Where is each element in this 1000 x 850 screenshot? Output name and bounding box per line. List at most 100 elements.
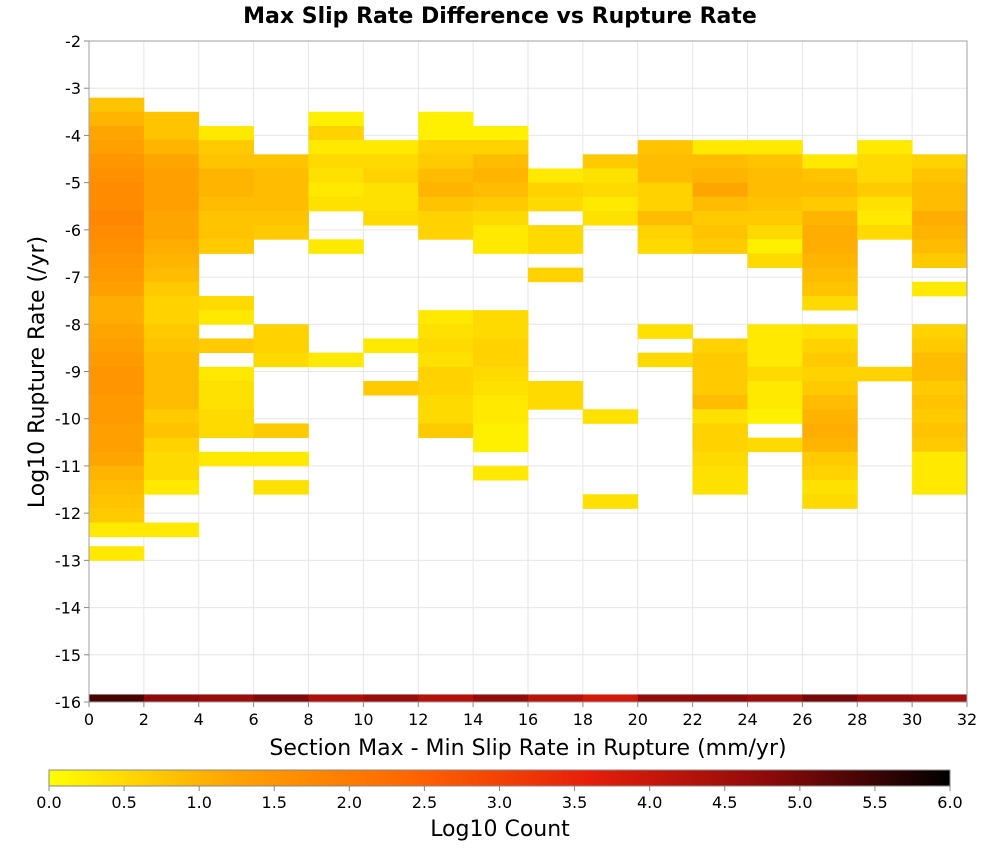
heatmap-cell [747, 437, 803, 453]
heatmap-cell [692, 465, 748, 481]
heatmap-cell [473, 196, 529, 212]
heatmap-cell [637, 324, 694, 339]
heatmap-cell [143, 324, 200, 339]
x-axis: 0 2 4 6 8 10 12 14 16 18 20 22 24 26 28 30 32 [84, 702, 977, 729]
heatmap-cell [89, 196, 145, 212]
heatmap-cell [143, 522, 200, 538]
heatmap-cell [89, 125, 145, 141]
heatmap-cell [802, 352, 858, 368]
heatmap-cell [802, 366, 858, 382]
heatmap-cell [143, 338, 200, 354]
heatmap-cell [637, 154, 694, 169]
x-tick-label: 30 [902, 710, 922, 729]
heatmap-cell [89, 253, 145, 269]
heatmap-cell [89, 97, 145, 113]
heatmap-cell [89, 281, 145, 297]
heatmap-cell [89, 409, 145, 424]
heatmap-cell [143, 694, 200, 702]
heatmap-cell [802, 437, 858, 453]
colorbar-tick-label: 1.5 [262, 793, 287, 812]
heatmap-cell [802, 395, 858, 410]
x-tick-label: 4 [194, 710, 204, 729]
heatmap-cell [143, 295, 200, 311]
heatmap-cell [637, 168, 694, 184]
x-tick-label: 28 [847, 710, 867, 729]
heatmap-cell [253, 168, 309, 184]
heatmap-cell [143, 281, 200, 297]
heatmap-cell [143, 210, 200, 226]
heatmap-cell [912, 253, 968, 269]
heatmap-cell [89, 182, 145, 198]
heatmap-cell [802, 409, 858, 424]
heatmap-cell [747, 366, 803, 382]
heatmap-cell [747, 324, 803, 339]
heatmap-cell [418, 225, 474, 240]
heatmap-cell [198, 409, 255, 424]
heatmap-cell [692, 225, 748, 240]
x-tick-label: 16 [518, 710, 538, 729]
heatmap-cell [912, 395, 968, 410]
heatmap-cell [692, 437, 748, 453]
heatmap-cell [473, 154, 529, 169]
heatmap-cell [473, 239, 529, 254]
x-tick-label: 14 [463, 710, 483, 729]
heatmap-cell [528, 267, 584, 283]
heatmap-cell [143, 423, 200, 438]
heatmap-cell [912, 154, 968, 169]
heatmap-cell [89, 140, 145, 155]
heatmap-cell [198, 295, 255, 311]
heatmap-cell [89, 437, 145, 453]
heatmap-cell [418, 210, 474, 226]
x-tick-label: 2 [139, 710, 149, 729]
heatmap-cell [857, 210, 913, 226]
heatmap-cell [89, 267, 145, 283]
heatmap-cell [143, 395, 200, 410]
heatmap-cell [473, 409, 529, 424]
heatmap-cell [912, 338, 968, 354]
heatmap-cell [473, 423, 529, 438]
heatmap-cell [857, 168, 913, 184]
heatmap-cell [582, 409, 639, 424]
heatmap-cell [692, 168, 748, 184]
heatmap-cell [637, 239, 694, 254]
heatmap-cell [747, 196, 803, 212]
heatmap-cell [473, 380, 529, 396]
heatmap-cell [747, 395, 803, 410]
heatmap-cell [802, 494, 858, 509]
heatmap-cell [857, 196, 913, 212]
heatmap-cell [89, 310, 145, 325]
heatmap-cell [692, 480, 748, 495]
heatmap-cell [473, 395, 529, 410]
heatmap-cell [143, 310, 200, 325]
heatmap-cell [912, 225, 968, 240]
heatmap-cell [308, 239, 364, 254]
heatmap-cell [692, 338, 748, 354]
heatmap-cell [473, 140, 529, 155]
heatmap-cell [802, 267, 858, 283]
heatmap-cell [473, 310, 529, 325]
heatmap-cell [802, 239, 858, 254]
heatmap-cell [89, 380, 145, 396]
heatmap-cell [198, 423, 255, 438]
heatmap-cell [857, 366, 913, 382]
colorbar-tick-label: 6.0 [937, 793, 962, 812]
heatmap-cell [308, 196, 364, 212]
heatmap-cell [89, 423, 145, 438]
heatmap-cell [473, 366, 529, 382]
heatmap-cell [198, 694, 255, 702]
heatmap-cell [418, 196, 474, 212]
heatmap-cell [418, 338, 474, 354]
heatmap-cell [912, 239, 968, 254]
heatmap-cell [363, 168, 419, 184]
heatmap-cell [198, 310, 255, 325]
heatmap-cell [143, 239, 200, 254]
heatmap-cell [857, 225, 913, 240]
colorbar-tick-label: 4.0 [637, 793, 662, 812]
heatmap-cell [802, 465, 858, 481]
heatmap-cell [143, 140, 200, 155]
heatmap-cell [89, 494, 145, 509]
heatmap-cell [802, 281, 858, 297]
heatmap-cell [308, 352, 364, 368]
heatmap-cell [912, 182, 968, 198]
heatmap-cell [692, 196, 748, 212]
